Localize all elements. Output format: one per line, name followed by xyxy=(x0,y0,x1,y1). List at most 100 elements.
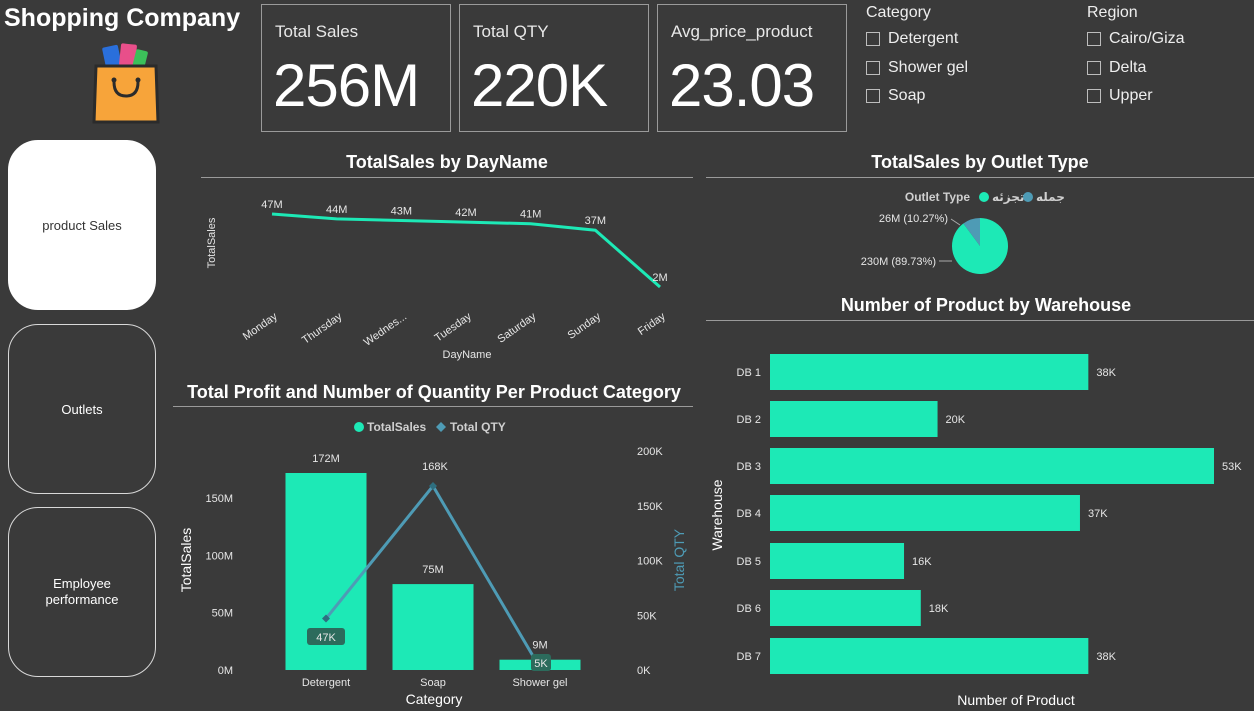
warehouse-data-label: 20K xyxy=(946,414,966,426)
nav-outlets-button[interactable]: Outlets xyxy=(8,324,156,494)
warehouse-tick-label: DB 5 xyxy=(737,556,761,568)
category-qty-data-label: 168K xyxy=(422,461,448,473)
warehouse-tick-label: DB 4 xyxy=(737,508,761,520)
category-tick-label: Shower gel xyxy=(512,677,567,689)
day-tick-label: Saturday xyxy=(495,310,538,345)
category-y-axis-label: TotalSales xyxy=(178,528,194,593)
region-option-cairo-giza[interactable]: Cairo/Giza xyxy=(1087,30,1185,48)
category-tick-label: Soap xyxy=(420,677,446,689)
category-y2-tick-label: 150K xyxy=(637,501,663,513)
outlet-legend-label: تجزئه xyxy=(992,190,1024,204)
category-chart-title: Total Profit and Number of Quantity Per … xyxy=(187,382,681,402)
warehouse-data-label: 18K xyxy=(929,603,949,615)
category-x-axis-label: Category xyxy=(406,691,463,707)
outlet-legend-swatch xyxy=(979,192,989,202)
kpi-total-qty-card: Total QTY 220K xyxy=(459,4,649,132)
warehouse-data-label: 38K xyxy=(1096,367,1116,379)
kpi-label: Total QTY xyxy=(473,22,549,41)
outlet-slice-label: 26M (10.27%) xyxy=(879,213,948,225)
day-tick-label: Sunday xyxy=(566,310,604,342)
region-slicer-title: Region xyxy=(1087,4,1138,21)
nav-outlets-label: Outlets xyxy=(61,401,103,417)
day-tick-label: Monday xyxy=(241,310,280,343)
warehouse-bar xyxy=(770,590,921,626)
category-option-soap[interactable]: Soap xyxy=(866,87,925,105)
checkbox-icon[interactable] xyxy=(1087,32,1101,46)
day-data-label: 41M xyxy=(520,209,541,221)
warehouse-tick-label: DB 2 xyxy=(737,414,761,426)
checkbox-icon[interactable] xyxy=(866,61,880,75)
outlet-pie-slice xyxy=(963,218,980,246)
option-label: Upper xyxy=(1109,87,1153,104)
category-slicer-title: Category xyxy=(866,4,931,21)
category-chart-divider xyxy=(173,406,693,407)
category-qty-marker xyxy=(322,614,330,623)
warehouse-bar xyxy=(770,495,1080,531)
kpi-value: 220K xyxy=(471,52,608,119)
outlet-legend-title: Outlet Type xyxy=(905,190,970,204)
checkbox-icon[interactable] xyxy=(1087,89,1101,103)
warehouse-bar xyxy=(770,401,938,437)
category-qty-label-box xyxy=(307,628,345,645)
category-option-shower-gel[interactable]: Shower gel xyxy=(866,59,968,77)
category-y2-tick-label: 50K xyxy=(637,610,657,622)
outlet-legend-label: جمله xyxy=(1036,190,1065,204)
kpi-label: Total Sales xyxy=(275,22,359,41)
kpi-value: 256M xyxy=(273,52,420,119)
day-x-axis-label: DayName xyxy=(443,349,492,361)
category-y-tick-label: 0M xyxy=(218,665,233,677)
warehouse-tick-label: DB 6 xyxy=(737,603,761,615)
day-data-label: 43M xyxy=(391,205,412,217)
category-bar-data-label: 9M xyxy=(532,640,547,652)
warehouse-data-label: 38K xyxy=(1096,651,1116,663)
day-tick-label: Wednes... xyxy=(362,311,409,349)
nav-employee-performance-button[interactable]: Employee performance xyxy=(8,507,156,677)
category-y2-tick-label: 200K xyxy=(637,446,663,458)
category-option-detergent[interactable]: Detergent xyxy=(866,30,958,48)
kpi-label: Avg_price_product xyxy=(671,22,813,41)
outlet-slice-label: 230M (89.73%) xyxy=(861,256,936,268)
warehouse-chart-title: Number of Product by Warehouse xyxy=(840,295,1132,315)
warehouse-data-label: 16K xyxy=(912,556,932,568)
shopping-bag-logo-icon xyxy=(92,43,160,124)
day-data-label: 2M xyxy=(652,272,667,284)
warehouse-bar xyxy=(770,354,1089,390)
kpi-total-sales-card: Total Sales 256M xyxy=(261,4,451,132)
warehouse-bar xyxy=(770,543,905,579)
category-qty-label-box xyxy=(531,654,551,671)
category-legend-swatch xyxy=(436,422,446,432)
category-y-tick-label: 50M xyxy=(212,608,233,620)
option-label: Delta xyxy=(1109,59,1147,76)
region-option-delta[interactable]: Delta xyxy=(1087,59,1146,77)
checkbox-icon[interactable] xyxy=(866,32,880,46)
category-legend-label: TotalSales xyxy=(367,420,426,434)
outlet-legend-swatch xyxy=(1023,192,1033,202)
warehouse-x-axis-label: Number of Product xyxy=(957,692,1075,708)
category-y-tick-label: 100M xyxy=(205,550,233,562)
category-qty-data-label: 47K xyxy=(316,632,336,644)
app-title: Shopping Company xyxy=(4,4,241,32)
warehouse-data-label: 37K xyxy=(1088,508,1108,520)
category-tick-label: Detergent xyxy=(302,677,350,689)
checkbox-icon[interactable] xyxy=(866,89,880,103)
warehouse-data-label: 53K xyxy=(1222,461,1242,473)
category-y2-axis-label: Total QTY xyxy=(671,528,687,591)
day-chart-title: TotalSales by DayName xyxy=(346,152,548,172)
day-data-label: 47M xyxy=(261,199,282,211)
category-sales-bar xyxy=(392,584,474,670)
nav-product-sales-label: product Sales xyxy=(42,217,122,233)
category-qty-data-label: 5K xyxy=(534,658,548,670)
kpi-value: 23.03 xyxy=(669,52,815,119)
category-qty-marker xyxy=(429,482,437,491)
warehouse-tick-label: DB 3 xyxy=(737,461,761,473)
category-y-tick-label: 150M xyxy=(205,493,233,505)
option-label: Cairo/Giza xyxy=(1109,30,1185,47)
day-tick-label: Tuesday xyxy=(433,310,475,344)
day-data-label: 37M xyxy=(585,215,606,227)
day-data-label: 44M xyxy=(326,204,347,216)
checkbox-icon[interactable] xyxy=(1087,61,1101,75)
nav-product-sales-button[interactable]: product Sales xyxy=(8,140,156,310)
region-option-upper[interactable]: Upper xyxy=(1087,87,1153,105)
day-chart-divider xyxy=(201,177,693,178)
